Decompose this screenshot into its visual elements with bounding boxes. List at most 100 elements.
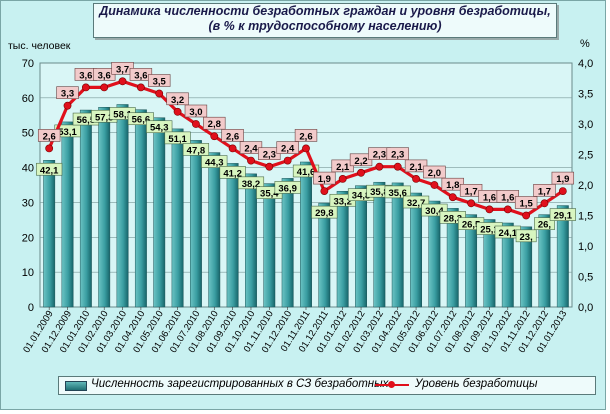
- line-label-box: [294, 129, 318, 142]
- right-tick-label: 4,0: [578, 58, 593, 70]
- line-label-box: [166, 92, 189, 106]
- bar-label-box: [237, 176, 265, 190]
- line-label-box: [276, 141, 299, 154]
- bar-label-box: [292, 164, 320, 178]
- bar-label-box: [274, 181, 301, 194]
- line-label-box: [551, 171, 575, 185]
- line-point: [393, 162, 402, 171]
- line-value-label: 2,1: [409, 162, 423, 173]
- bar-value-label: 32,7: [407, 198, 426, 209]
- line-point: [136, 83, 145, 92]
- line-value-label: 1,9: [556, 174, 569, 185]
- line-value-label: 2,6: [226, 131, 239, 142]
- bar-value-label: 56,5: [77, 115, 96, 126]
- line-point: [467, 199, 476, 208]
- bar: [300, 161, 312, 308]
- line-value-label: 1,8: [446, 180, 459, 191]
- legend-line-label: Уровень безработицы: [415, 378, 538, 390]
- chart-title-box: Динамика численности безработных граждан…: [93, 3, 557, 38]
- right-tick-label: 1,5: [578, 211, 593, 223]
- left-tick-label: 50: [22, 128, 34, 140]
- bar-label-box: [36, 162, 63, 176]
- line-label-box: [148, 74, 171, 87]
- legend-bar-swatch: [65, 381, 87, 391]
- bar: [189, 140, 202, 308]
- bar-value-label: 58,1: [113, 109, 132, 120]
- line-point: [63, 101, 72, 110]
- left-tick-label: 40: [22, 163, 34, 175]
- bar-value-label: 24,1: [499, 228, 518, 239]
- legend-bar-label: Численность зарегистрированных в СЗ безр…: [91, 378, 389, 390]
- left-tick-label: 10: [22, 267, 34, 279]
- line-point: [118, 77, 127, 86]
- bar: [391, 182, 404, 308]
- bar-label-box: [164, 131, 191, 145]
- bar-label-box: [146, 120, 173, 134]
- bar-value-label: 56,6: [132, 115, 151, 126]
- line-label-box: [514, 196, 538, 209]
- right-tick-label: 3,0: [578, 119, 593, 131]
- line-point: [45, 144, 54, 153]
- bar-value-label: 28,3: [444, 213, 463, 224]
- chart-title: Динамика численности безработных граждан…: [99, 4, 551, 18]
- line-point: [375, 162, 384, 171]
- line-value-label: 3,6: [134, 70, 147, 81]
- legend-line-marker: [388, 381, 395, 388]
- right-tick-label: 0,5: [578, 272, 593, 284]
- legend: Численность зарегистрированных в СЗ безр…: [58, 376, 596, 395]
- bar: [98, 107, 111, 308]
- bar-value-label: 23,: [520, 232, 533, 243]
- bar-label-box: [515, 229, 537, 243]
- left-tick-label: 60: [22, 93, 34, 105]
- line-value-label: 1,5: [520, 199, 534, 210]
- bar: [373, 181, 386, 308]
- line-point: [247, 156, 255, 165]
- bar-value-label: 25,1: [480, 225, 499, 236]
- bar-value-label: 34,8: [352, 191, 371, 202]
- line-label-box: [533, 184, 556, 197]
- bar-value-label: 38,2: [242, 179, 261, 190]
- line-point: [210, 132, 219, 141]
- bar-label-box: [201, 155, 228, 168]
- left-tick-label: 20: [22, 232, 34, 244]
- line-point: [320, 187, 329, 195]
- bar-label-box: [219, 166, 246, 179]
- line-point: [192, 120, 200, 128]
- line-label-box: [423, 165, 446, 179]
- line-label-box: [37, 129, 61, 142]
- line-point: [522, 211, 531, 220]
- line-value-label: 2,6: [299, 131, 312, 142]
- bar-value-label: 41,6: [297, 167, 316, 178]
- line-point: [81, 83, 90, 92]
- bar-value-label: 29,8: [315, 208, 334, 219]
- bar-value-label: 35,6: [388, 188, 407, 199]
- bar-value-label: 54,3: [150, 123, 169, 134]
- bar-label-box: [311, 205, 338, 219]
- line-point: [430, 181, 439, 189]
- line-point: [155, 89, 164, 98]
- bar: [79, 109, 92, 308]
- line-value-label: 2,8: [208, 119, 221, 130]
- bar-value-label: 35,8: [370, 187, 389, 198]
- line-point: [283, 156, 292, 165]
- left-tick-label: 30: [22, 197, 34, 209]
- line-point: [357, 168, 365, 177]
- line-value-label: 3,6: [98, 70, 111, 81]
- bar-value-label: 42,1: [40, 165, 59, 176]
- right-tick-label: 1,0: [578, 241, 593, 253]
- bar-value-label: 26,5: [462, 220, 481, 231]
- left-axis-label: тыс. человек: [8, 40, 71, 52]
- line-value-label: 2,3: [373, 150, 386, 161]
- bar-label-box: [549, 208, 576, 221]
- line-point: [448, 193, 457, 202]
- right-tick-label: 2,5: [578, 150, 593, 162]
- line-value-label: 1,9: [318, 174, 331, 185]
- line-label-box: [184, 104, 208, 118]
- line-label-box: [313, 171, 336, 185]
- bar: [171, 128, 184, 308]
- line-value-label: 1,7: [538, 186, 551, 197]
- right-tick-label: 2,0: [578, 180, 593, 192]
- line-point: [100, 83, 109, 92]
- line-point: [265, 162, 274, 171]
- bar: [336, 191, 349, 308]
